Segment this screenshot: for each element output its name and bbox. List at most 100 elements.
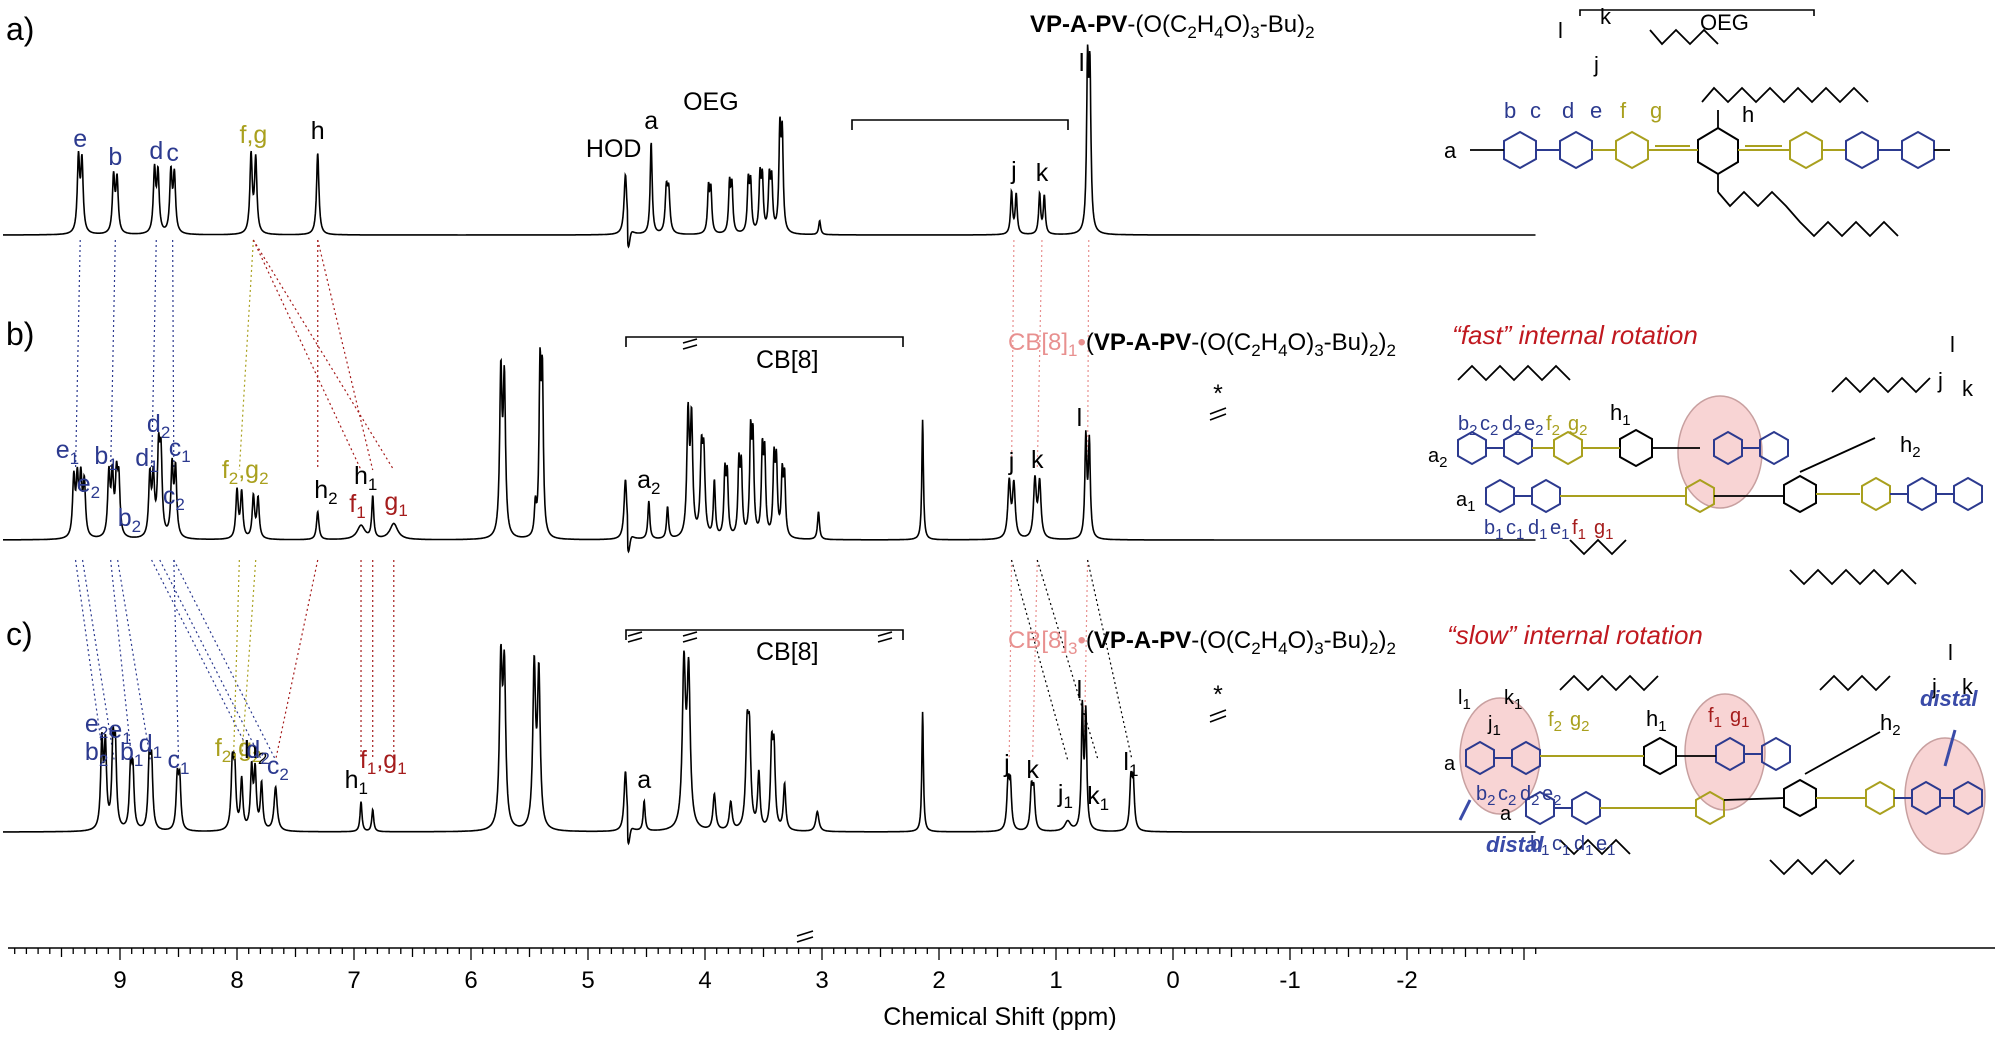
x-tick-label-5: 4: [698, 967, 711, 994]
peak-label-2-10: h1: [354, 462, 377, 494]
struct-b-j: j: [1937, 368, 1943, 393]
struct-b-top-1: c2: [1480, 413, 1498, 439]
struct-b-k: k: [1962, 376, 1974, 401]
struct-a-label-d: d: [1562, 98, 1574, 123]
struct-c-top-2: d2: [1520, 783, 1539, 809]
correlation-bc-0: [74, 559, 105, 761]
struct-b-top-2: d2: [1502, 413, 1521, 439]
peak-label-1-4: f,g: [240, 121, 268, 149]
peak-label-3-9: c2: [267, 752, 289, 784]
peak-label-2-11: f1: [349, 490, 365, 522]
peak-label-3-5: c1: [168, 746, 190, 778]
struct-c-f1: f1: [1708, 705, 1722, 731]
struct-c-bottom-3: e1: [1596, 833, 1615, 859]
struct-b-bottom-2: d1: [1528, 517, 1547, 543]
cb8-bracket-c-label: CB[8]: [756, 638, 819, 666]
struct-c-a-top: a: [1444, 753, 1456, 775]
peak-label-1-0: e: [73, 125, 87, 153]
peak-label-1-9: j: [1010, 157, 1017, 185]
struct-a-label-j: j: [1593, 52, 1599, 77]
peak-label-2-3: b2: [118, 504, 141, 536]
static-annotations: a) b) c) VP-A-PV-(O(C2H4O)3-Bu)2 CB[8]1•…: [6, 11, 1995, 1031]
correlation-bc-19: [1036, 559, 1099, 761]
struct-a-label-g: g: [1650, 98, 1662, 123]
struct-a-label-f: f: [1620, 98, 1627, 123]
title-a: VP-A-PV-(O(C2H4O)3-Bu)2: [1030, 11, 1315, 42]
struct-a-label-c: c: [1530, 98, 1541, 123]
struct-c-distal-left: distal: [1486, 832, 1544, 857]
correlation-ab-9: [1010, 239, 1015, 471]
struct-a-label-oeg: OEG: [1700, 10, 1749, 35]
correlation-ab-0: [74, 239, 81, 471]
struct-a-label-l: l: [1558, 18, 1563, 43]
struct-c-j1: j1: [1487, 713, 1501, 739]
peak-label-3-11: f1,g1: [360, 746, 407, 778]
cb8-bracket-b-label: CB[8]: [756, 346, 819, 374]
correlation-bc-7: [173, 559, 180, 761]
x-tick-label-4: 5: [581, 967, 594, 994]
struct-a-label-e: e: [1590, 98, 1602, 123]
struct-a-label-k: k: [1600, 4, 1612, 29]
peak-label-1-3: c: [166, 139, 179, 167]
struct-c-h2: h2: [1880, 710, 1901, 739]
peak-label-3-14: k: [1026, 756, 1039, 784]
struct-c-top-1: c2: [1498, 783, 1516, 809]
peak-label-3-8: d2: [246, 736, 269, 768]
title-c: CB[8]3•(VP-A-PV-(O(C2H4O)3-Bu)2)2: [1008, 627, 1396, 658]
correlation-ab-6: [252, 239, 395, 471]
peak-label-3-15: j1: [1057, 780, 1073, 812]
rotation-label-fast: “fast” internal rotation: [1452, 320, 1698, 350]
struct-b-h2: h2: [1900, 432, 1921, 461]
correlation-lines: [74, 239, 1133, 761]
peak-label-2-14: j: [1008, 448, 1015, 476]
struct-b-l: l: [1950, 332, 1955, 357]
correlation-ab-3: [172, 239, 175, 471]
title-b: CB[8]1•(VP-A-PV-(O(C2H4O)3-Bu)2)2: [1008, 329, 1396, 360]
peak-label-1-6: HOD: [586, 135, 642, 163]
struct-c-distal-right: distal: [1920, 686, 1978, 711]
struct-a-label-h: h: [1742, 102, 1754, 127]
x-tick-label-2: 7: [347, 967, 360, 994]
peak-label-2-15: k: [1031, 446, 1044, 474]
peak-label-2-5: d2: [147, 410, 170, 442]
correlation-bc-8: [232, 559, 240, 761]
correlation-bc-6: [173, 559, 277, 761]
x-tick-label-11: -2: [1396, 967, 1417, 994]
structure-b: [1457, 364, 1983, 586]
panel-label-c: c): [6, 616, 33, 652]
peak-label-3-18: l1: [1123, 748, 1138, 780]
struct-c-g1: g1: [1730, 705, 1749, 731]
correlation-bc-16: [1010, 559, 1069, 761]
peak-label-3-12: a: [637, 766, 651, 794]
peak-label-3-17: k1: [1087, 782, 1109, 814]
correlation-bc-18: [1087, 559, 1133, 761]
struct-c-bottom-0: b1: [1530, 833, 1549, 859]
struct-b-top-5: g2: [1568, 413, 1587, 439]
struct-b-bottom-4: f1: [1572, 517, 1586, 543]
structure-a: [1470, 9, 1950, 238]
correlation-bc-15: [1032, 559, 1038, 761]
correlation-bc-14: [1008, 559, 1013, 761]
star-b: *: [1213, 380, 1223, 408]
correlation-ab-4: [238, 239, 254, 471]
x-tick-label-1: 8: [230, 967, 243, 994]
x-tick-label-6: 3: [815, 967, 828, 994]
peak-label-2-7: c2: [163, 482, 185, 514]
rotation-label-slow: “slow” internal rotation: [1447, 620, 1703, 650]
spectrum-trace-b: [3, 347, 1536, 554]
spectrum-trace-a: [3, 44, 1536, 249]
peak-label-3-16: l: [1077, 676, 1083, 704]
break-mark-b: [682, 338, 698, 350]
struct-c-h1: h1: [1646, 706, 1667, 735]
struct-b-bottom-3: e1: [1550, 517, 1569, 543]
peak-label-3-4: d1: [139, 730, 162, 762]
hod-break: [796, 930, 814, 943]
struct-b-top-4: f2: [1546, 413, 1560, 439]
struct-b-bottom-1: c1: [1506, 517, 1524, 543]
peak-label-2-4: d1: [135, 444, 158, 476]
peak-label-3-3: b1: [120, 738, 143, 770]
struct-b-bottom-0: b1: [1484, 517, 1503, 543]
cb8-bracket-b: [625, 336, 904, 347]
